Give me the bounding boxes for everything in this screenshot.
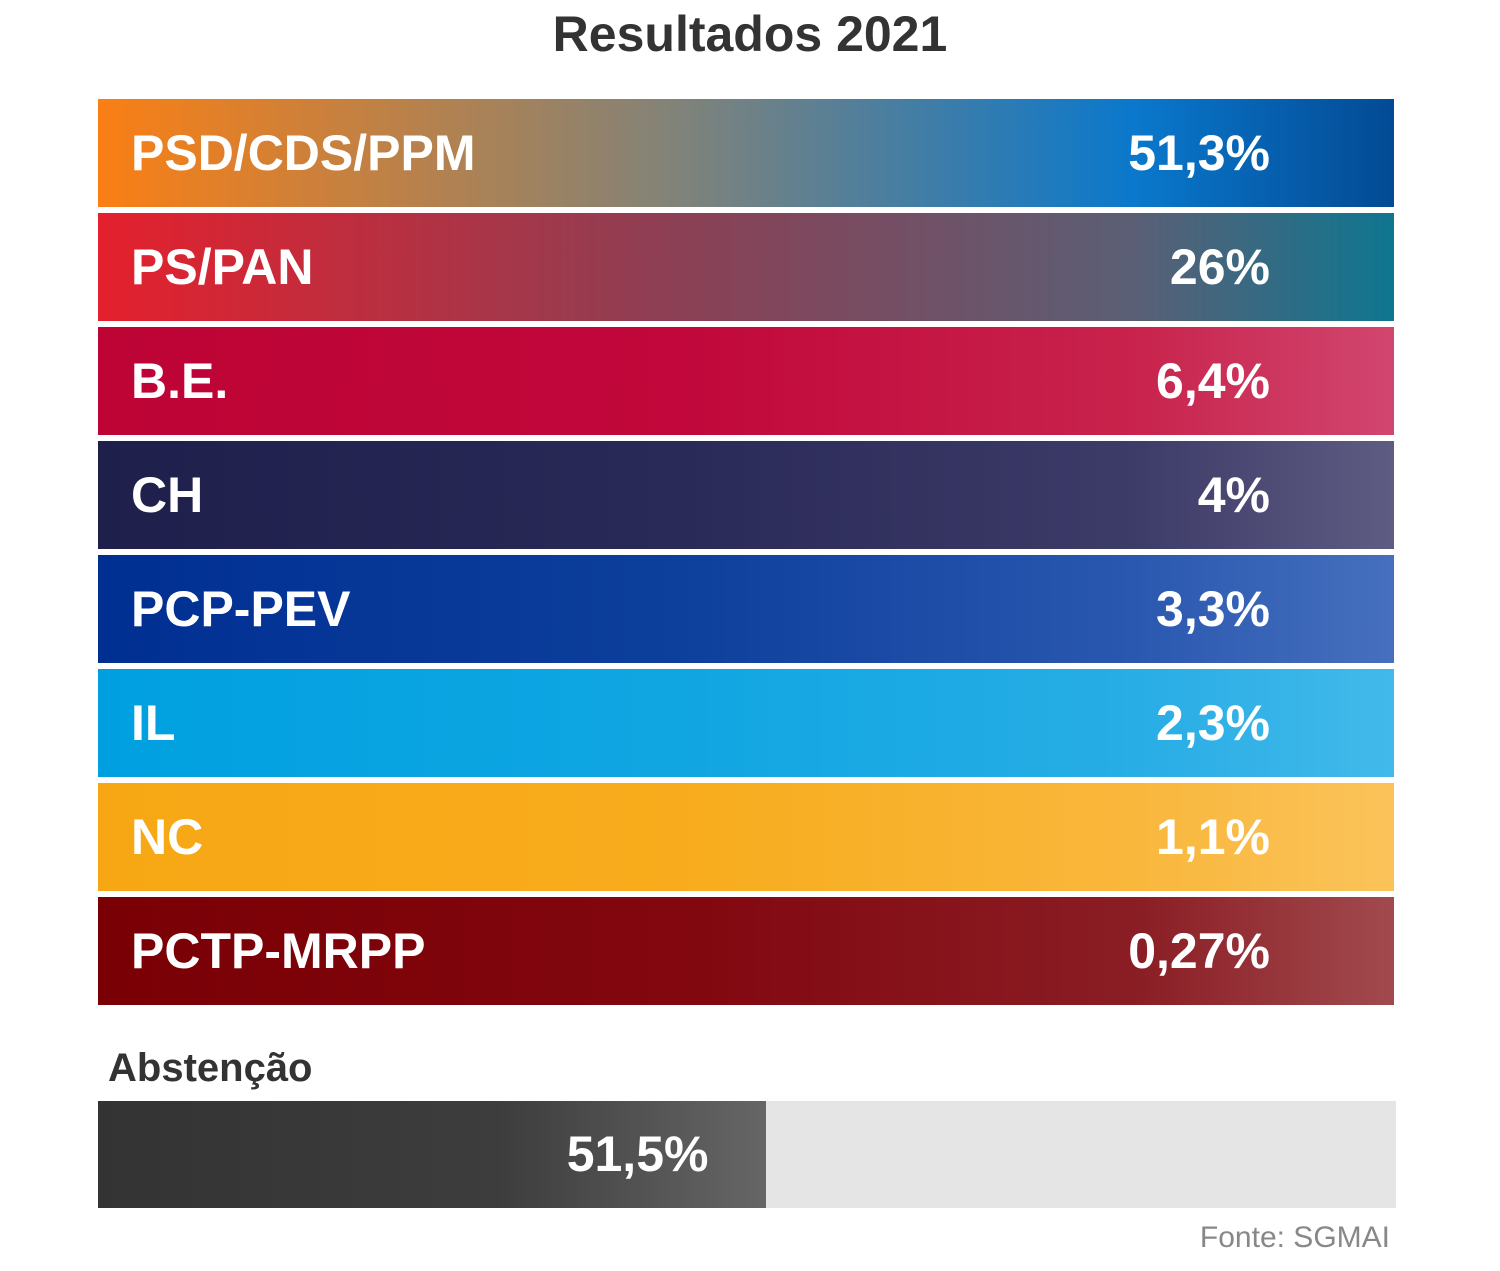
party-name: PS/PAN xyxy=(131,239,314,295)
party-name: B.E. xyxy=(131,353,229,409)
party-percentage: 0,27% xyxy=(1128,923,1270,979)
results-list: PSD/CDS/PPM 51,3% PS/PAN 26% B.E. 6,4% CH 4% PCP… xyxy=(98,99,1394,1011)
party-name: PCP-PEV xyxy=(131,581,351,637)
result-row: NC 1,1% xyxy=(98,783,1394,891)
party-percentage: 2,3% xyxy=(1156,695,1270,751)
result-row: PS/PAN 26% xyxy=(98,213,1394,321)
party-percentage: 3,3% xyxy=(1156,581,1270,637)
abstention-value: 51,5% xyxy=(566,1126,709,1182)
chart-title: Resultados 2021 xyxy=(552,6,948,62)
party-name: NC xyxy=(131,809,204,865)
result-row: PCP-PEV 3,3% xyxy=(98,555,1394,663)
party-percentage: 1,1% xyxy=(1156,809,1270,865)
abstention-bar-track: 51,5% xyxy=(98,1101,1396,1208)
party-percentage: 6,4% xyxy=(1156,353,1270,409)
result-row: PSD/CDS/PPM 51,3% xyxy=(98,99,1394,207)
result-row: PCTP-MRPP 0,27% xyxy=(98,897,1394,1005)
party-name: IL xyxy=(131,695,176,751)
party-percentage: 26% xyxy=(1169,239,1270,295)
result-row: IL 2,3% xyxy=(98,669,1394,777)
party-percentage: 51,3% xyxy=(1128,125,1270,181)
result-row: B.E. 6,4% xyxy=(98,327,1394,435)
party-name: CH xyxy=(131,467,204,523)
party-name: PCTP-MRPP xyxy=(131,923,426,979)
result-row: CH 4% xyxy=(98,441,1394,549)
abstention-label: Abstenção xyxy=(108,1046,313,1090)
source-note: Fonte: SGMAI xyxy=(1199,1221,1390,1254)
party-name: PSD/CDS/PPM xyxy=(131,125,476,181)
abstention-bar-fill: 51,5% xyxy=(98,1101,767,1208)
party-percentage: 4% xyxy=(1197,467,1270,523)
